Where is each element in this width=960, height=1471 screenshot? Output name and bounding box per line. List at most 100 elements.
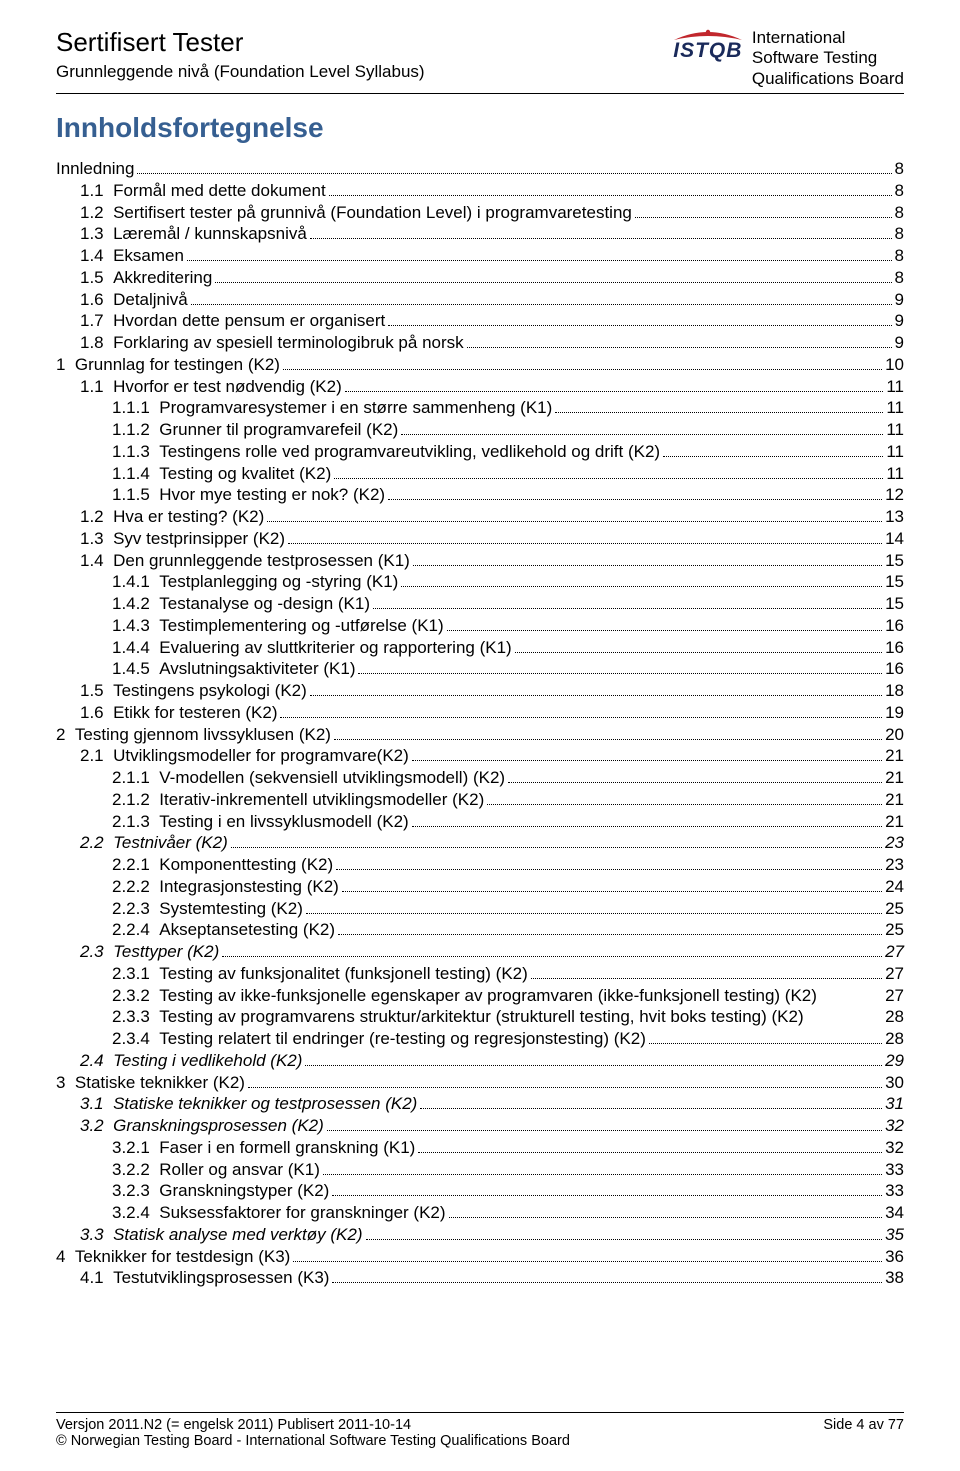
toc-entry: 1.1.2 Grunner til programvarefeil (K2)11 (56, 419, 904, 441)
toc-entry: 2.1.1 V-modellen (sekvensiell utviklings… (56, 767, 904, 789)
toc-leader-dots (293, 1261, 882, 1262)
document-subtitle: Grunnleggende nivå (Foundation Level Syl… (56, 62, 425, 82)
toc-leader-dots (467, 347, 892, 348)
toc-entry-label: Etikk for testeren (K2) (113, 702, 277, 724)
toc-entry-label: Akseptansetesting (K2) (159, 919, 335, 941)
footer-copyright: © Norwegian Testing Board - Internationa… (56, 1433, 904, 1449)
board-line2: Software Testing (752, 48, 904, 68)
toc-entry: 1.6 Etikk for testeren (K2)19 (56, 702, 904, 724)
toc-leader-dots (401, 434, 883, 435)
toc-leader-dots (487, 804, 882, 805)
toc-entry-label: Roller og ansvar (K1) (159, 1159, 320, 1181)
toc-entry-label: V-modellen (sekvensiell utviklingsmodell… (159, 767, 505, 789)
toc-entry-number: 1.2 (80, 506, 113, 528)
toc-leader-dots (373, 608, 882, 609)
toc-entry-page: 38 (885, 1267, 904, 1289)
toc-entry: 1.1 Formål med dette dokument8 (56, 180, 904, 202)
toc-entry-page: 16 (885, 637, 904, 659)
toc-entry: 2.3.4 Testing relatert til endringer (re… (56, 1028, 904, 1050)
toc-entry: 1.4.1 Testplanlegging og -styring (K1)15 (56, 571, 904, 593)
toc-entry: 3.2.3 Granskningstyper (K2)33 (56, 1180, 904, 1202)
toc-entry-label: Testing gjennom livssyklusen (K2) (75, 724, 331, 746)
toc-leader-dots (508, 782, 882, 783)
toc-entry-number: 2.2.3 (112, 898, 159, 920)
toc-entry-page: 19 (885, 702, 904, 724)
toc-entry-page: 16 (885, 615, 904, 637)
toc-entry-number: 3.2.1 (112, 1137, 159, 1159)
toc-entry-label: Syv testprinsipper (K2) (113, 528, 285, 550)
toc-entry-number: 1.3 (80, 223, 113, 245)
toc-entry: 1.4.3 Testimplementering og -utførelse (… (56, 615, 904, 637)
toc-entry-number: 2.3 (80, 941, 113, 963)
toc-entry-number: 1.5 (80, 680, 113, 702)
toc-entry-number: 1.7 (80, 310, 113, 332)
toc-entry-page: 34 (885, 1202, 904, 1224)
toc-entry-page: 8 (895, 158, 904, 180)
toc-entry-number: 1.4.5 (112, 658, 159, 680)
toc-entry-label: Hvordan dette pensum er organisert (113, 310, 385, 332)
toc-entry: 1.5 Testingens psykologi (K2)18 (56, 680, 904, 702)
toc-entry-page: 8 (895, 202, 904, 224)
toc-leader-dots (635, 217, 892, 218)
toc-entry-page: 21 (885, 745, 904, 767)
toc-leader-dots (288, 543, 882, 544)
toc-leader-dots (310, 238, 892, 239)
toc-entry-label: Testtyper (K2) (113, 941, 219, 963)
toc-entry-page: 11 (886, 463, 904, 485)
toc-entry: 1.5 Akkreditering8 (56, 267, 904, 289)
toc-entry-page: 23 (885, 832, 904, 854)
toc-entry-number: 1.4 (80, 550, 113, 572)
toc-leader-dots (332, 1195, 882, 1196)
toc-leader-dots (358, 673, 882, 674)
board-line1: International (752, 28, 904, 48)
toc-entry-label: Testutviklingsprosessen (K3) (113, 1267, 329, 1289)
toc-entry-number: 3.2 (80, 1115, 113, 1137)
toc-entry-label: Hvor mye testing er nok? (K2) (159, 484, 385, 506)
toc-entry-label: Formål med dette dokument (113, 180, 326, 202)
toc-entry-number: 1.1 (80, 376, 113, 398)
toc-entry-page: 15 (885, 550, 904, 572)
toc-entry-label: Systemtesting (K2) (159, 898, 303, 920)
toc-leader-dots (515, 652, 882, 653)
toc-entry-number: 3.2.3 (112, 1180, 159, 1202)
toc-leader-dots (420, 1108, 882, 1109)
toc-entry: 2.2.1 Komponenttesting (K2)23 (56, 854, 904, 876)
toc-entry: 1.4 Den grunnleggende testprosessen (K1)… (56, 550, 904, 572)
toc-entry-label: Læremål / kunnskapsnivå (113, 223, 307, 245)
toc-entry: 1.6 Detaljnivå9 (56, 289, 904, 311)
toc-entry-page: 25 (885, 919, 904, 941)
toc-entry-page: 8 (895, 180, 904, 202)
toc-entry-label: Utviklingsmodeller for programvare(K2) (113, 745, 409, 767)
toc-entry-label: Testnivåer (K2) (113, 832, 228, 854)
toc-entry-label: Statiske teknikker og testprosessen (K2) (113, 1093, 417, 1115)
toc-leader-dots (327, 1130, 882, 1131)
toc-entry-number: 2.1.3 (112, 811, 159, 833)
toc-entry-label: Programvaresystemer i en større sammenhe… (159, 397, 552, 419)
toc-entry-page: 36 (885, 1246, 904, 1268)
toc-entry: 1.2 Sertifisert tester på grunnivå (Foun… (56, 202, 904, 224)
toc-entry-number: 2.3.2 (112, 985, 159, 1007)
toc-entry-page: 21 (885, 767, 904, 789)
toc-entry: 3.3 Statisk analyse med verktøy (K2)35 (56, 1224, 904, 1246)
toc-leader-dots (334, 739, 882, 740)
toc-entry-label: Eksamen (113, 245, 184, 267)
toc-entry-number: 3.2.4 (112, 1202, 159, 1224)
toc-entry-number: 1 (56, 354, 75, 376)
toc-entry: 1.1.3 Testingens rolle ved programvareut… (56, 441, 904, 463)
toc-entry: 4 Teknikker for testdesign (K3)36 (56, 1246, 904, 1268)
toc-entry-number: 1.5 (80, 267, 113, 289)
toc-entry-page: 35 (885, 1224, 904, 1246)
toc-leader-dots (388, 325, 891, 326)
toc-entry-label: Testing i en livssyklusmodell (K2) (159, 811, 408, 833)
toc-entry-number: 2.3.3 (112, 1006, 159, 1028)
toc-entry: 2.1.2 Iterativ-inkrementell utviklingsmo… (56, 789, 904, 811)
toc-entry-page: 11 (886, 397, 904, 419)
toc-entry-number: 1.1.3 (112, 441, 159, 463)
toc-leader-dots (283, 369, 882, 370)
toc-entry-label: Testing i vedlikehold (K2) (113, 1050, 302, 1072)
toc-entry: 1.1.1 Programvaresystemer i en større sa… (56, 397, 904, 419)
toc-entry-number: 1.1.2 (112, 419, 159, 441)
toc-entry-page: 33 (885, 1180, 904, 1202)
toc-entry-number: 1.1.5 (112, 484, 159, 506)
toc-entry-number: 1.2 (80, 202, 113, 224)
